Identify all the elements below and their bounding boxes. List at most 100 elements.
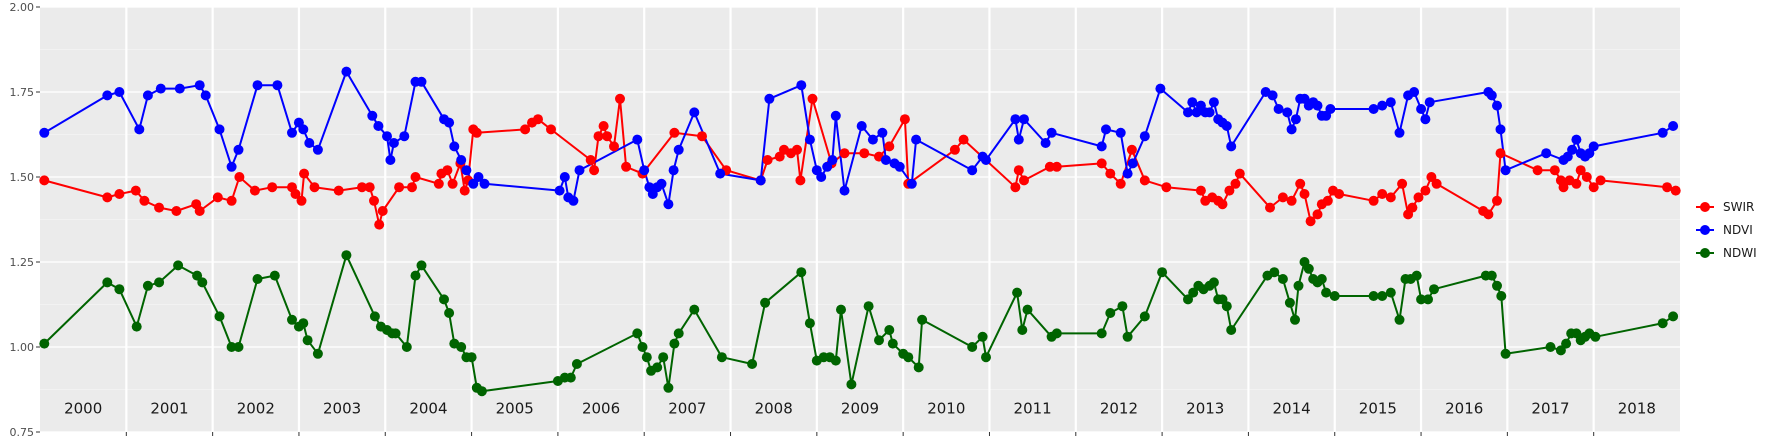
data-point-ndvi: [39, 127, 50, 138]
data-point-ndvi: [1368, 104, 1379, 114]
data-point-ndwi: [846, 379, 857, 390]
data-point-swir: [593, 131, 604, 142]
data-point-swir: [369, 195, 379, 206]
data-point-ndvi: [656, 178, 667, 189]
data-point-ndwi: [1139, 311, 1150, 322]
data-point-ndvi: [416, 76, 427, 87]
data-point-ndwi: [1321, 287, 1332, 298]
data-point-ndwi: [830, 355, 841, 366]
data-point-ndvi: [1127, 158, 1138, 169]
data-point-ndvi: [856, 121, 867, 131]
data-point-ndwi: [131, 321, 142, 332]
year-label: 2002: [237, 399, 275, 417]
data-point-ndvi: [1267, 90, 1278, 101]
data-point-ndwi: [884, 325, 895, 335]
data-point-ndvi: [1208, 97, 1219, 108]
data-point-swir: [234, 172, 245, 182]
data-point-ndwi: [192, 270, 203, 281]
data-point-ndvi: [226, 161, 237, 172]
data-point-ndvi: [822, 161, 833, 172]
data-point-ndwi: [796, 267, 807, 278]
data-point-swir: [459, 185, 470, 196]
data-point-ndvi: [632, 134, 643, 145]
x-axis: [125, 432, 1595, 436]
data-point-ndwi: [658, 352, 669, 363]
data-point-swir: [1549, 165, 1560, 176]
data-point-ndwi: [1183, 294, 1193, 305]
data-point-ndwi: [1122, 331, 1133, 342]
data-point-ndvi: [1013, 134, 1024, 145]
data-point-swir: [1385, 192, 1396, 203]
data-point-swir: [884, 141, 895, 152]
data-point-swir: [1334, 189, 1345, 199]
data-point-swir: [139, 195, 150, 206]
data-point-ndvi: [1282, 107, 1293, 118]
data-point-ndwi: [1226, 325, 1237, 335]
data-point-ndvi: [174, 83, 185, 94]
data-point-ndvi: [1226, 141, 1237, 152]
data-point-ndvi: [399, 131, 410, 142]
data-point-ndvi: [1325, 104, 1336, 114]
year-label: 2005: [496, 399, 534, 417]
data-point-ndvi: [233, 144, 244, 155]
data-point-ndvi: [134, 124, 145, 135]
data-point-swir: [697, 131, 707, 142]
data-point-ndwi: [369, 311, 380, 322]
data-point-ndvi: [877, 127, 888, 138]
data-point-swir: [130, 185, 141, 196]
data-point-ndwi: [1416, 294, 1427, 305]
data-point-ndwi: [1329, 291, 1340, 301]
data-point-ndwi: [233, 342, 244, 352]
data-point-ndvi: [385, 155, 396, 165]
data-point-ndwi: [571, 359, 582, 369]
data-point-ndvi: [867, 134, 878, 145]
y-tick-label: 2.00: [10, 1, 35, 14]
year-label: 2007: [668, 399, 706, 417]
data-point-ndvi: [663, 199, 674, 210]
data-point-ndvi: [1046, 127, 1057, 138]
data-point-ndwi: [1429, 284, 1439, 295]
data-point-swir: [410, 172, 421, 182]
data-point-ndvi: [715, 168, 726, 179]
year-label: 2003: [323, 399, 361, 417]
data-point-swir: [1397, 178, 1408, 189]
y-axis: 0.75 1.00 1.25 1.50 1.75 2.00: [10, 1, 40, 439]
data-point-ndwi: [1423, 294, 1433, 305]
year-label: 2017: [1531, 399, 1569, 417]
data-point-ndwi: [456, 342, 467, 352]
data-point-swir: [609, 141, 619, 152]
data-point-ndwi: [1096, 328, 1107, 339]
data-point-swir: [621, 161, 632, 172]
data-point-ndvi: [1115, 127, 1126, 138]
data-point-ndvi: [1221, 121, 1232, 131]
data-point-ndvi: [911, 134, 922, 145]
data-point-swir: [1277, 192, 1288, 203]
data-point-ndvi: [1541, 148, 1552, 159]
data-point-swir: [1139, 175, 1150, 186]
data-point-swir: [602, 131, 613, 142]
data-point-swir: [1588, 182, 1599, 193]
data-point-ndvi: [967, 165, 978, 176]
data-point-ndwi: [1394, 314, 1405, 325]
data-point-swir: [1295, 178, 1306, 189]
data-point-ndvi: [839, 185, 850, 196]
data-point-ndvi: [1486, 90, 1497, 101]
data-point-swir: [1575, 165, 1586, 176]
data-point-ndwi: [804, 318, 815, 329]
data-point-ndvi: [1040, 138, 1051, 148]
data-point-swir: [899, 114, 910, 125]
data-point-swir: [364, 182, 375, 193]
data-point-ndvi: [194, 80, 205, 91]
data-point-ndwi: [1221, 301, 1232, 312]
data-point-swir: [762, 155, 773, 165]
data-point-ndwi: [1284, 297, 1295, 308]
data-point-ndvi: [981, 155, 991, 165]
data-point-swir: [615, 93, 625, 104]
data-point-swir: [1195, 185, 1206, 196]
data-point-swir: [958, 134, 969, 145]
data-point-ndvi: [1588, 141, 1599, 152]
data-point-ndvi: [1286, 124, 1297, 135]
data-point-swir: [407, 182, 417, 193]
data-point-swir: [1495, 148, 1506, 159]
data-point-ndvi: [1187, 97, 1198, 108]
